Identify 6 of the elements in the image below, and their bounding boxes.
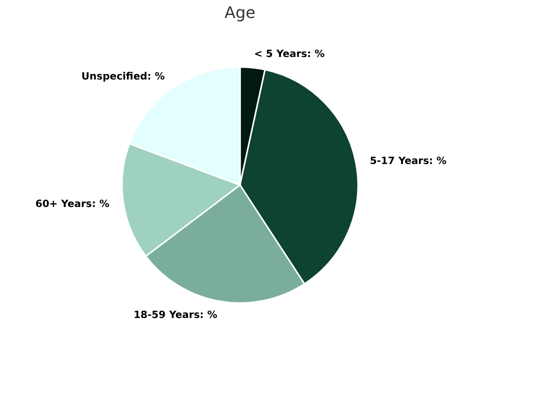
slice-label: 18-59 Years: %	[134, 310, 218, 322]
slice-label: 60+ Years: %	[35, 199, 110, 210]
slice-label: Unspecified: %	[81, 72, 165, 83]
slice-label: 5-17 Years: %	[370, 156, 447, 168]
slice-label: < 5 Years: %	[254, 48, 325, 60]
chart-title: Age	[224, 3, 256, 22]
